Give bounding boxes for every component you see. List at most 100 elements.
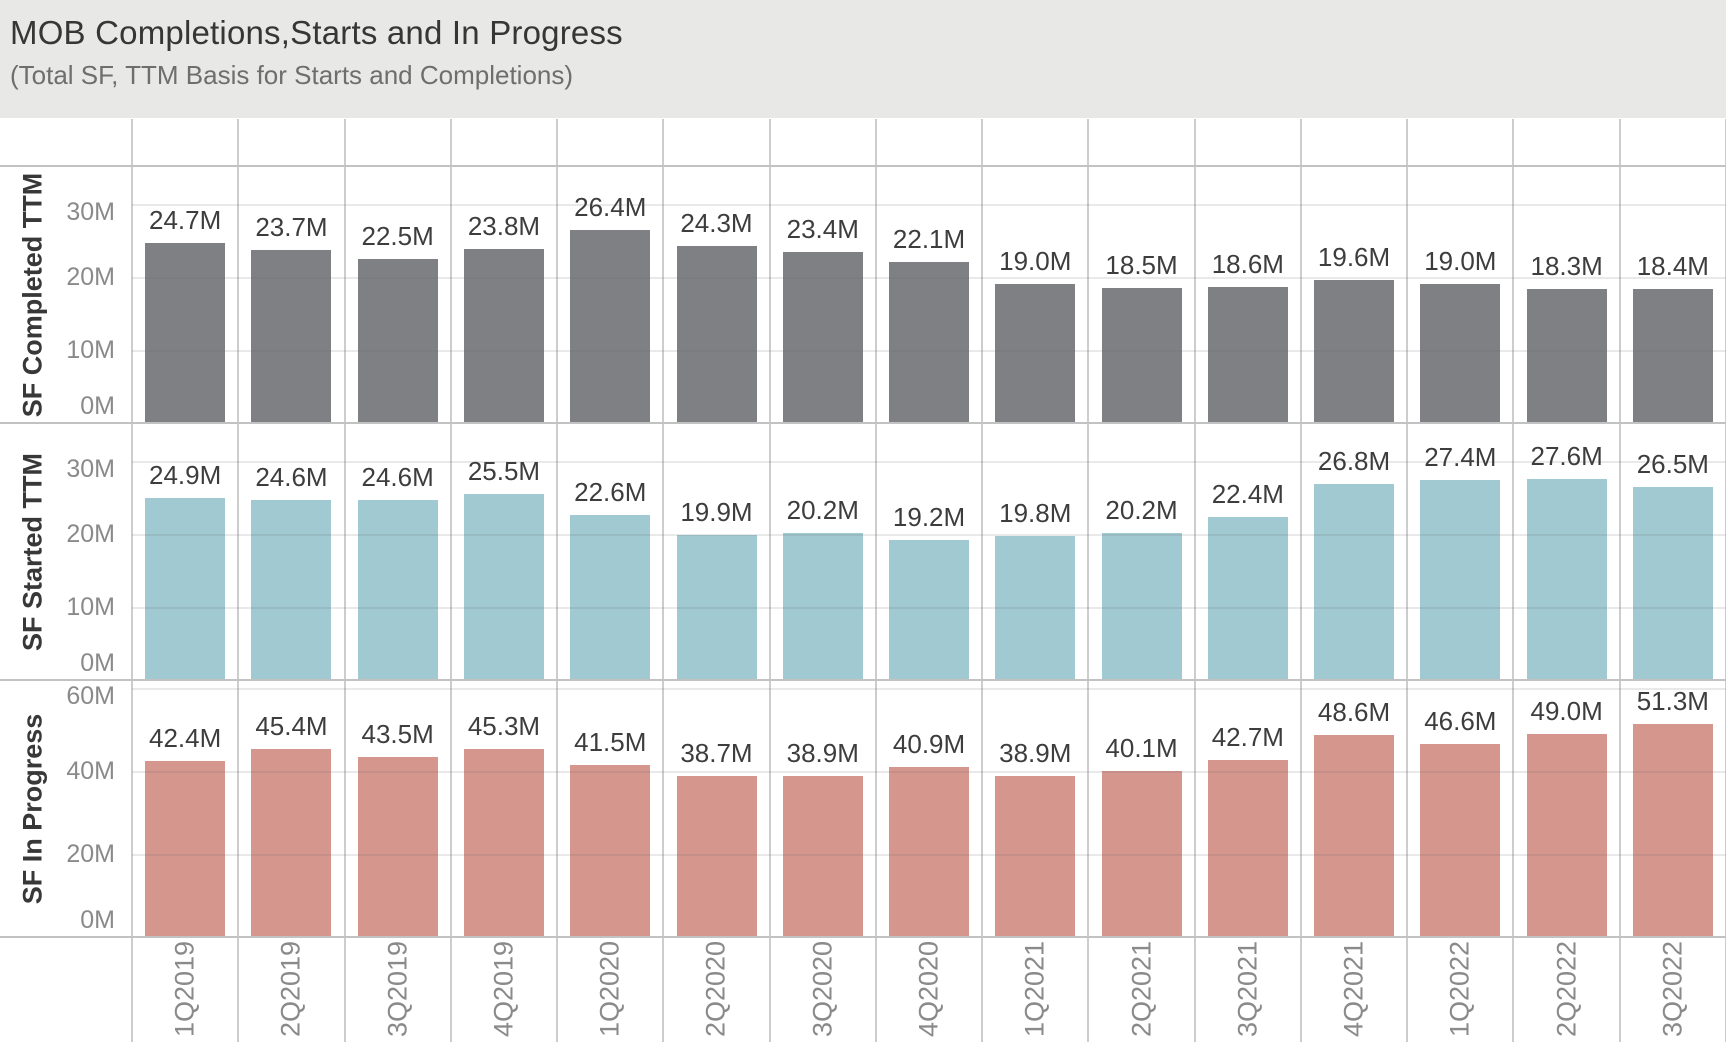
bar-sf-started-ttm-1Q2020[interactable]	[570, 515, 651, 680]
bar-sf-started-ttm-1Q2019[interactable]	[145, 498, 226, 680]
bar-value-label-sf-completed-ttm-3Q2020: 23.4M	[786, 214, 859, 245]
bar-sf-in-progress-2Q2022[interactable]	[1526, 733, 1607, 937]
x-axis-label-box: 4Q2021	[1301, 906, 1407, 1042]
bar-value-label-sf-completed-ttm-4Q2019: 23.8M	[467, 211, 541, 242]
bar-sf-in-progress-3Q2022[interactable]	[1632, 724, 1713, 937]
x-axis-label-4q2020[interactable]: 4Q2020	[913, 940, 944, 1038]
bar-value-label-sf-completed-ttm-2Q2021: 18.5M	[1105, 250, 1178, 280]
bar-sf-in-progress-2Q2019[interactable]	[251, 748, 332, 937]
x-axis-label-1q2019[interactable]: 1Q2019	[169, 940, 200, 1038]
bar-sf-started-ttm-3Q2020[interactable]	[782, 532, 863, 680]
bar-value-label-sf-completed-ttm-3Q2022: 18.4M	[1636, 250, 1709, 281]
bar-sf-completed-ttm-1Q2022[interactable]	[1420, 284, 1501, 423]
bar-sf-in-progress-4Q2020[interactable]	[889, 767, 969, 937]
row-axis-title-sf-started-ttm: SF Started TTM	[17, 452, 48, 651]
bar-sf-completed-ttm-2Q2019[interactable]	[251, 250, 332, 423]
bar-value-label-sf-in-progress-2Q2020: 38.7M	[680, 738, 753, 769]
x-axis-label-box: 3Q2019	[345, 906, 451, 1042]
x-axis-label-4q2019[interactable]: 4Q2019	[488, 940, 519, 1038]
x-axis-label-3q2019[interactable]: 3Q2019	[382, 940, 413, 1038]
bar-sf-completed-ttm-4Q2020[interactable]	[889, 261, 969, 423]
x-axis-label-3q2021[interactable]: 3Q2021	[1232, 940, 1263, 1038]
x-axis-label-2q2020[interactable]: 2Q2020	[700, 940, 731, 1038]
bar-sf-in-progress-4Q2021[interactable]	[1314, 735, 1395, 937]
x-axis-label-1q2021[interactable]: 1Q2021	[1019, 940, 1050, 1038]
x-axis-label-2q2022[interactable]: 2Q2022	[1551, 940, 1582, 1038]
gridline-10m	[132, 350, 1726, 352]
x-axis-label-2q2019[interactable]: 2Q2019	[275, 940, 306, 1038]
row-divider	[0, 936, 1726, 938]
bar-value-label-sf-completed-ttm-4Q2020: 22.1M	[892, 223, 966, 254]
bar-sf-in-progress-3Q2020[interactable]	[782, 775, 863, 937]
bar-sf-started-ttm-2Q2021[interactable]	[1101, 532, 1182, 680]
bar-sf-in-progress-1Q2019[interactable]	[145, 761, 226, 937]
bar-sf-in-progress-3Q2019[interactable]	[357, 756, 438, 937]
y-tick-label-sf-in-progress-40m: 40M	[66, 757, 115, 785]
bar-sf-started-ttm-3Q2022[interactable]	[1632, 486, 1713, 680]
x-axis-label-box: 3Q2021	[1195, 906, 1301, 1042]
bar-sf-completed-ttm-1Q2019[interactable]	[145, 242, 226, 423]
bar-sf-started-ttm-4Q2021[interactable]	[1314, 484, 1395, 680]
bar-sf-in-progress-1Q2022[interactable]	[1420, 743, 1501, 937]
bar-value-label-sf-completed-ttm-2Q2022: 18.3M	[1530, 251, 1603, 282]
bar-sf-completed-ttm-2Q2022[interactable]	[1526, 289, 1607, 423]
bar-value-label-sf-completed-ttm-1Q2022: 19.0M	[1424, 246, 1497, 277]
bar-value-label-sf-in-progress-2Q2021: 40.1M	[1105, 732, 1178, 763]
bar-sf-in-progress-3Q2021[interactable]	[1207, 759, 1288, 937]
bar-sf-started-ttm-2Q2020[interactable]	[676, 534, 757, 680]
bar-sf-completed-ttm-2Q2021[interactable]	[1101, 288, 1182, 423]
column-divider	[1300, 119, 1302, 1042]
bar-sf-completed-ttm-1Q2021[interactable]	[995, 284, 1076, 423]
bar-sf-in-progress-2Q2020[interactable]	[676, 776, 757, 937]
bar-value-label-sf-started-ttm-1Q2019: 24.9M	[149, 460, 222, 491]
bar-value-label-sf-in-progress-1Q2020: 41.5M	[574, 726, 647, 757]
bar-sf-started-ttm-4Q2020[interactable]	[889, 539, 969, 680]
bar-sf-started-ttm-2Q2022[interactable]	[1526, 478, 1607, 680]
x-axis-label-1q2020[interactable]: 1Q2020	[594, 940, 625, 1038]
bar-value-label-sf-started-ttm-3Q2019: 24.6M	[361, 462, 434, 493]
bar-sf-started-ttm-3Q2021[interactable]	[1207, 516, 1288, 680]
bar-sf-completed-ttm-4Q2019[interactable]	[463, 249, 544, 423]
chart-subtitle: (Total SF, TTM Basis for Starts and Comp…	[10, 60, 574, 90]
x-axis-label-box: 2Q2021	[1088, 906, 1194, 1042]
row-axis-title-sf-in-progress: SF In Progress	[17, 713, 48, 904]
bar-sf-completed-ttm-1Q2020[interactable]	[570, 230, 651, 423]
bar-sf-in-progress-1Q2020[interactable]	[570, 764, 651, 937]
bar-sf-in-progress-4Q2019[interactable]	[463, 749, 544, 937]
bar-sf-started-ttm-3Q2019[interactable]	[357, 500, 438, 680]
bar-value-label-sf-started-ttm-4Q2021: 26.8M	[1317, 446, 1391, 477]
bar-value-label-sf-started-ttm-3Q2022: 26.5M	[1636, 448, 1709, 479]
bar-sf-started-ttm-2Q2019[interactable]	[251, 500, 332, 680]
bar-sf-in-progress-1Q2021[interactable]	[995, 775, 1076, 937]
column-divider	[875, 119, 877, 1042]
x-axis-label-box: 1Q2022	[1407, 906, 1513, 1042]
bar-sf-started-ttm-1Q2021[interactable]	[995, 535, 1076, 680]
row-axis-title-sf-completed-ttm: SF Completed TTM	[17, 172, 48, 417]
bar-value-label-sf-started-ttm-2Q2020: 19.9M	[680, 496, 753, 527]
x-axis-label-3q2020[interactable]: 3Q2020	[807, 940, 838, 1038]
bar-sf-completed-ttm-3Q2022[interactable]	[1632, 288, 1713, 423]
bar-sf-completed-ttm-3Q2019[interactable]	[357, 258, 438, 424]
bar-value-label-sf-started-ttm-3Q2020: 20.2M	[786, 494, 859, 525]
x-axis-label-box: 1Q2019	[132, 906, 238, 1042]
chart-title-band: MOB Completions,Starts and In Progress (…	[0, 0, 1726, 118]
bar-sf-completed-ttm-3Q2020[interactable]	[782, 252, 863, 423]
column-divider	[981, 119, 983, 1042]
bar-sf-completed-ttm-2Q2020[interactable]	[676, 245, 757, 423]
x-axis-label-3q2022[interactable]: 3Q2022	[1657, 940, 1688, 1038]
bar-sf-completed-ttm-3Q2021[interactable]	[1207, 287, 1288, 423]
bar-sf-started-ttm-1Q2022[interactable]	[1420, 480, 1501, 680]
bar-value-label-sf-completed-ttm-1Q2019: 24.7M	[149, 204, 222, 235]
bar-value-label-sf-in-progress-3Q2022: 51.3M	[1636, 686, 1709, 717]
bar-value-label-sf-in-progress-4Q2021: 48.6M	[1317, 697, 1391, 728]
bar-sf-started-ttm-4Q2019[interactable]	[463, 493, 544, 681]
bar-sf-completed-ttm-4Q2021[interactable]	[1314, 279, 1395, 423]
column-divider	[344, 119, 346, 1042]
bar-sf-in-progress-2Q2021[interactable]	[1101, 770, 1182, 937]
bar-value-label-sf-in-progress-4Q2019: 45.3M	[467, 711, 541, 741]
x-axis-label-4q2021[interactable]: 4Q2021	[1338, 940, 1369, 1038]
x-axis-label-1q2022[interactable]: 1Q2022	[1444, 940, 1475, 1038]
x-axis-label-box: 2Q2020	[663, 906, 769, 1042]
column-divider	[1087, 119, 1089, 1042]
x-axis-label-2q2021[interactable]: 2Q2021	[1126, 940, 1157, 1038]
